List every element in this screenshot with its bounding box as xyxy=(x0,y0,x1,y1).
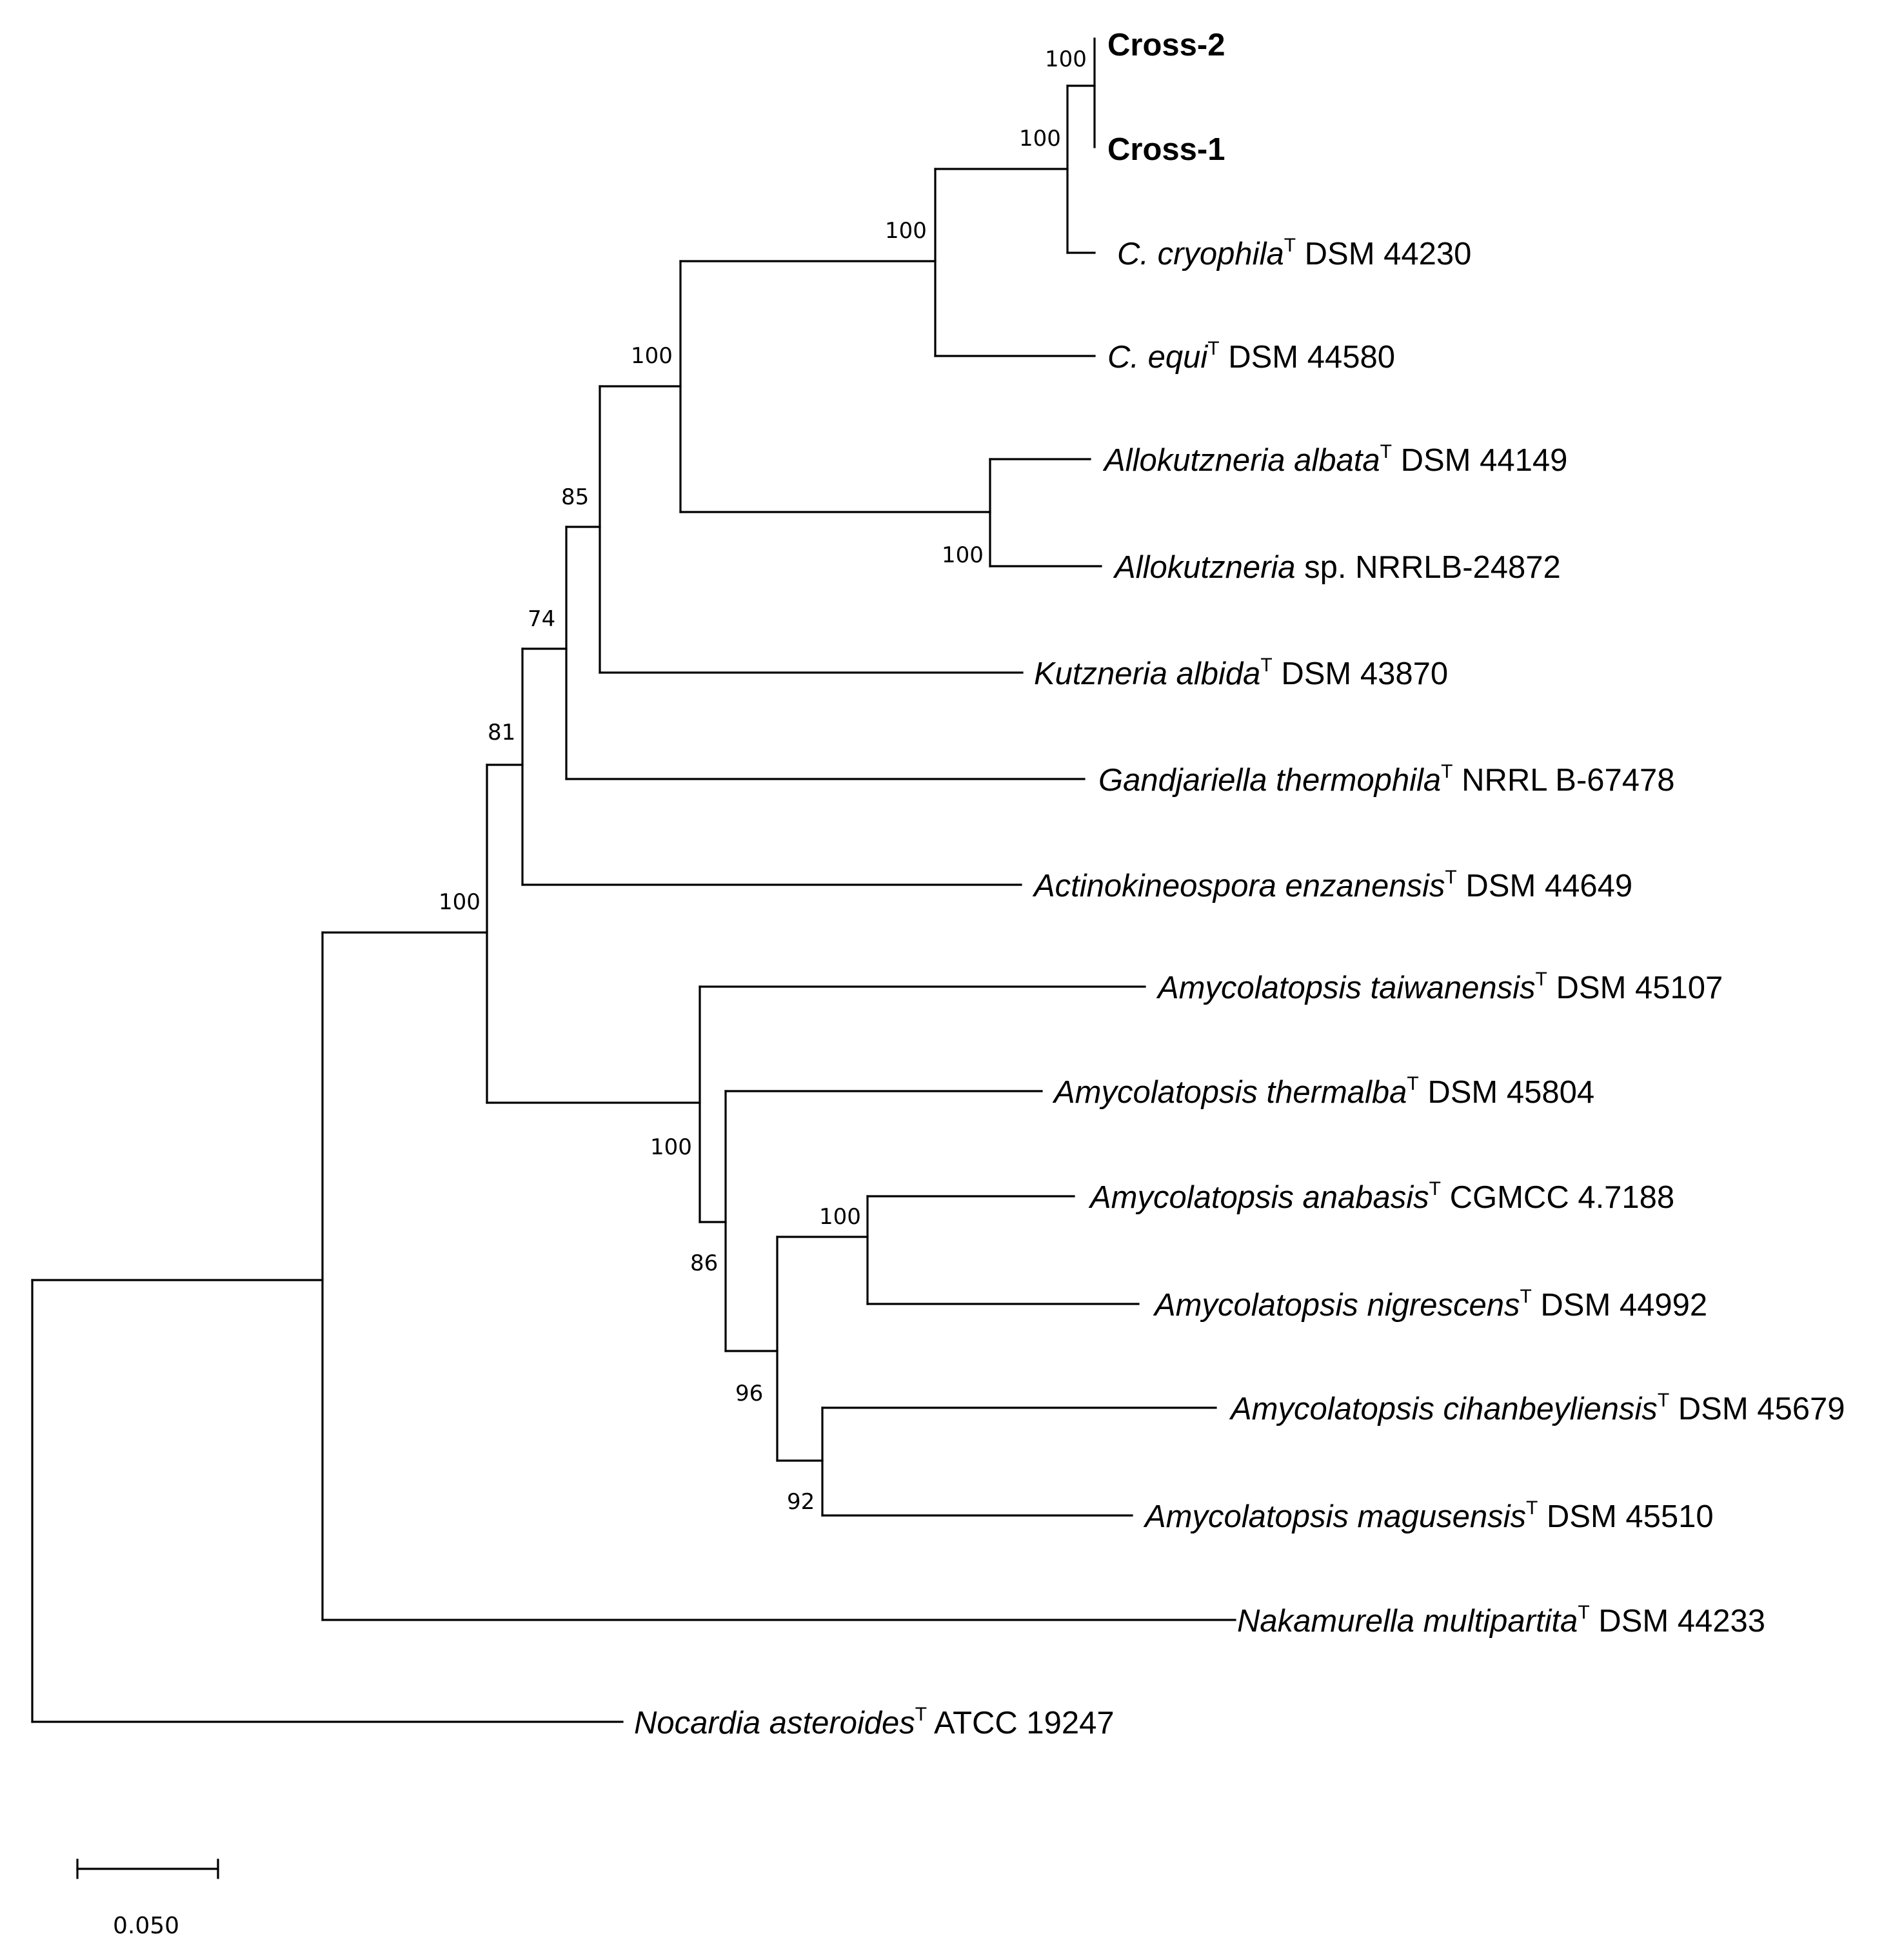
taxon-strain-spacer xyxy=(1547,971,1556,1005)
type-strain-superscript: T xyxy=(1260,655,1272,676)
taxon-strain: DSM 44580 xyxy=(1228,340,1395,375)
taxon-strain: DSM 45510 xyxy=(1547,1499,1714,1534)
taxon-label-c-cryophila: C. cryophilaT DSM 44230 xyxy=(1117,235,1471,271)
type-strain-superscript: T xyxy=(1445,867,1456,888)
taxon-label-allokutzneria-albata: Allokutzneria albataT DSM 44149 xyxy=(1102,441,1567,478)
taxon-label-allokutzneria-sp: Allokutzneria sp. NRRLB-24872 xyxy=(1113,550,1561,585)
taxon-strain-spacer xyxy=(1669,1392,1678,1426)
bootstrap-value: 100 xyxy=(942,542,984,568)
taxon-species-name: Kutzneria albida xyxy=(1034,656,1260,691)
type-strain-superscript: T xyxy=(1429,1178,1441,1199)
type-strain-superscript: T xyxy=(1536,969,1547,990)
taxon-label-actinokineospora-enzanensis: Actinokineospora enzanensisT DSM 44649 xyxy=(1032,867,1632,903)
taxon-strain: DSM 44233 xyxy=(1598,1604,1765,1639)
scale-bar-label: 0.050 xyxy=(113,1913,179,1939)
taxon-strain: DSM 44149 xyxy=(1401,443,1568,478)
taxon-species-name: Gandjariella thermophila xyxy=(1098,763,1441,798)
type-strain-superscript: T xyxy=(1407,1073,1418,1094)
taxon-strain: DSM 43870 xyxy=(1281,656,1448,691)
taxon-strain-spacer xyxy=(1419,1075,1428,1110)
type-strain-superscript: T xyxy=(1526,1497,1538,1519)
taxon-strain-spacer xyxy=(1590,1604,1599,1639)
taxon-strain-spacer xyxy=(927,1706,934,1741)
type-strain-superscript: T xyxy=(1520,1286,1531,1307)
taxon-strain: NRRL B-67478 xyxy=(1462,763,1674,798)
taxon-species-name: Amycolatopsis nigrescens xyxy=(1153,1288,1520,1323)
taxon-strain-spacer xyxy=(1457,869,1466,903)
bootstrap-value: 96 xyxy=(735,1381,763,1406)
tree-branches xyxy=(31,37,1236,1723)
taxon-label-amycolatopsis-nigrescens: Amycolatopsis nigrescensT DSM 44992 xyxy=(1153,1286,1707,1323)
taxon-strain-spacer xyxy=(1392,443,1401,478)
bootstrap-value: 85 xyxy=(561,484,589,510)
taxon-label-amycolatopsis-taiwanensis: Amycolatopsis taiwanensisT DSM 45107 xyxy=(1156,969,1723,1005)
taxon-strain: DSM 45679 xyxy=(1678,1392,1845,1426)
taxon-strain: DSM 44649 xyxy=(1465,869,1632,903)
type-strain-superscript: T xyxy=(915,1704,927,1725)
taxon-species-name: Allokutzneria albata xyxy=(1102,443,1380,478)
taxon-label-gandjariella-thermophila: Gandjariella thermophilaT NRRL B-67478 xyxy=(1098,761,1675,798)
bootstrap-value: 100 xyxy=(885,218,927,244)
taxon-label-c-equi: C. equiT DSM 44580 xyxy=(1107,338,1395,375)
bootstrap-value: 74 xyxy=(528,606,555,632)
bootstrap-values: 100 100 100 100 100 85 74 81 100 100 86 … xyxy=(439,46,1087,1515)
taxon-strain-spacer xyxy=(1296,237,1305,271)
taxon-species-name: Amycolatopsis taiwanensis xyxy=(1156,971,1536,1005)
taxon-strain: DSM 44992 xyxy=(1540,1288,1707,1323)
bootstrap-value: 92 xyxy=(787,1489,815,1515)
taxon-label-nocardia-asteroides: Nocardia asteroidesT ATCC 19247 xyxy=(634,1704,1115,1741)
bootstrap-value: 100 xyxy=(1019,126,1061,152)
type-strain-superscript: T xyxy=(1284,235,1296,256)
taxon-label-amycolatopsis-anabasis: Amycolatopsis anabasisT CGMCC 4.7188 xyxy=(1088,1178,1674,1215)
taxon-strain: DSM 44230 xyxy=(1305,237,1472,271)
bootstrap-value: 100 xyxy=(631,343,673,369)
bootstrap-value: 100 xyxy=(819,1204,861,1230)
taxon-strain: sp. NRRLB-24872 xyxy=(1304,550,1561,585)
taxon-species-name: Amycolatopsis thermalba xyxy=(1052,1075,1407,1110)
bootstrap-value: 81 xyxy=(488,720,515,745)
taxon-species-name: Nocardia asteroides xyxy=(634,1706,915,1741)
taxon-species-name: Amycolatopsis magusensis xyxy=(1143,1499,1526,1534)
taxon-label-amycolatopsis-magusensis: Amycolatopsis magusensisT DSM 45510 xyxy=(1143,1497,1714,1534)
type-strain-superscript: T xyxy=(1380,441,1392,462)
taxon-strain: DSM 45107 xyxy=(1556,971,1723,1005)
taxon-strain: DSM 45804 xyxy=(1427,1075,1594,1110)
taxon-strain-spacer xyxy=(1453,763,1462,798)
taxon-species-name: Allokutzneria xyxy=(1113,550,1296,585)
taxon-strain-spacer xyxy=(1532,1288,1541,1323)
taxon-species-name: Amycolatopsis cihanbeyliensis xyxy=(1229,1392,1658,1426)
taxon-strain-spacer xyxy=(1538,1499,1547,1534)
type-strain-superscript: T xyxy=(1207,338,1219,359)
taxon-label-nakamurella-multipartita: Nakamurella multipartitaT DSM 44233 xyxy=(1237,1602,1765,1639)
bootstrap-value: 100 xyxy=(1045,46,1087,72)
taxon-strain: CGMCC 4.7188 xyxy=(1450,1180,1675,1215)
type-strain-superscript: T xyxy=(1658,1390,1669,1411)
taxon-name: Cross-2 xyxy=(1107,28,1225,63)
taxon-label-kutzneria-albida: Kutzneria albidaT DSM 43870 xyxy=(1034,655,1448,691)
type-strain-superscript: T xyxy=(1578,1602,1589,1623)
taxon-strain-spacer xyxy=(1273,656,1282,691)
taxon-labels: Cross-2 Cross-1 C. cryophilaT DSM 44230 … xyxy=(634,28,1845,1741)
taxon-label-amycolatopsis-thermalba: Amycolatopsis thermalbaT DSM 45804 xyxy=(1052,1073,1594,1110)
type-strain-superscript: T xyxy=(1441,761,1453,782)
bootstrap-value: 100 xyxy=(650,1134,692,1160)
taxon-label-cross-1: Cross-1 xyxy=(1107,132,1225,167)
scale-bar: 0.050 xyxy=(76,1859,219,1939)
taxon-species-name: Amycolatopsis anabasis xyxy=(1088,1180,1429,1215)
taxon-species-name: Actinokineospora enzanensis xyxy=(1032,869,1445,903)
taxon-species-name: C. cryophila xyxy=(1117,237,1284,271)
taxon-label-amycolatopsis-cihanbeyliensis: Amycolatopsis cihanbeyliensisT DSM 45679 xyxy=(1229,1390,1845,1426)
taxon-strain-spacer xyxy=(1220,340,1229,375)
bootstrap-value: 100 xyxy=(439,889,481,915)
taxon-strain: ATCC 19247 xyxy=(934,1706,1115,1741)
taxon-strain-spacer xyxy=(1296,550,1305,585)
taxon-strain-spacer xyxy=(1441,1180,1450,1215)
taxon-label-cross-2: Cross-2 xyxy=(1107,28,1225,63)
taxon-species-name: Nakamurella multipartita xyxy=(1237,1604,1578,1639)
bootstrap-value: 86 xyxy=(690,1250,718,1276)
taxon-name: Cross-1 xyxy=(1107,132,1225,167)
taxon-species-name: C. equi xyxy=(1107,340,1208,375)
